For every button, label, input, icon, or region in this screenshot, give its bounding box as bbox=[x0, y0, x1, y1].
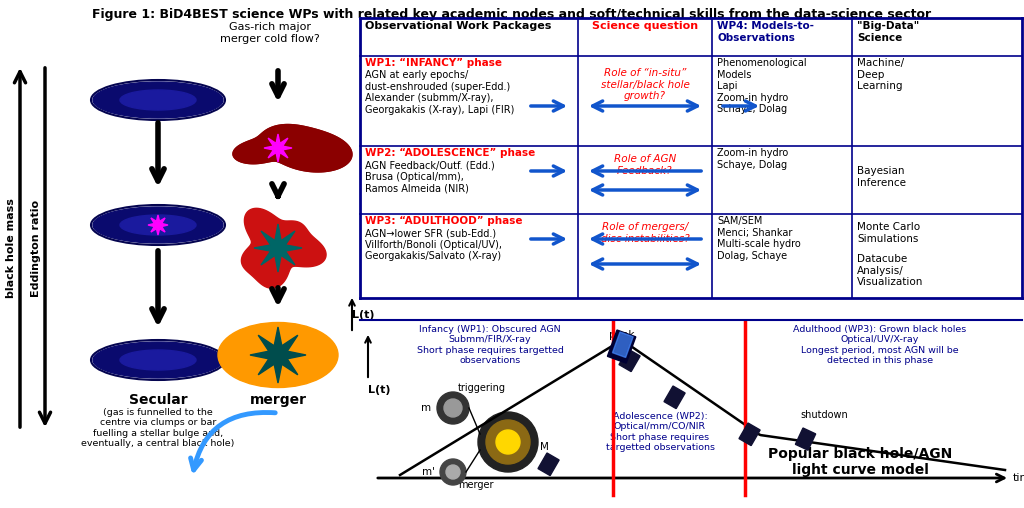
Bar bbox=[664, 386, 685, 408]
Text: Role of mergers/
disc instabilities?: Role of mergers/ disc instabilities? bbox=[601, 222, 689, 244]
Ellipse shape bbox=[120, 350, 196, 370]
Ellipse shape bbox=[93, 82, 223, 118]
Text: Secular: Secular bbox=[129, 393, 187, 407]
Polygon shape bbox=[148, 215, 168, 235]
Text: Popular black hole/AGN
light curve model: Popular black hole/AGN light curve model bbox=[768, 447, 952, 477]
Text: Science question: Science question bbox=[592, 21, 698, 31]
Circle shape bbox=[478, 412, 538, 472]
Text: Eddington ratio: Eddington ratio bbox=[31, 200, 41, 297]
Text: Role of “in-situ”
stellar/black hole
growth?: Role of “in-situ” stellar/black hole gro… bbox=[600, 68, 689, 101]
Text: Gas-rich major
merger cold flow?: Gas-rich major merger cold flow? bbox=[220, 22, 319, 44]
Text: m': m' bbox=[422, 467, 435, 477]
Polygon shape bbox=[242, 208, 326, 288]
Text: WP4: Models-to-
Observations: WP4: Models-to- Observations bbox=[717, 21, 814, 43]
Circle shape bbox=[446, 465, 460, 479]
Polygon shape bbox=[286, 141, 328, 169]
FancyBboxPatch shape bbox=[360, 320, 1022, 505]
Ellipse shape bbox=[218, 323, 338, 388]
Bar bbox=[607, 330, 636, 363]
Text: Infancy (WP1): Obscured AGN
Submm/FIR/X-ray
Short phase requires targetted
obser: Infancy (WP1): Obscured AGN Submm/FIR/X-… bbox=[417, 325, 563, 365]
Polygon shape bbox=[264, 134, 292, 162]
Text: AGN at early epochs/
dust-enshrouded (super-Edd.)
Alexander (submm/X-ray),
Georg: AGN at early epochs/ dust-enshrouded (su… bbox=[365, 70, 514, 115]
Ellipse shape bbox=[120, 90, 196, 110]
Text: L(t): L(t) bbox=[352, 310, 375, 320]
Circle shape bbox=[444, 399, 462, 417]
Text: Adulthood (WP3): Grown black holes
Optical/UV/X-ray
Longest period, most AGN wil: Adulthood (WP3): Grown black holes Optic… bbox=[794, 325, 967, 365]
Text: Monte Carlo
Simulations: Monte Carlo Simulations bbox=[857, 222, 921, 244]
Ellipse shape bbox=[93, 207, 223, 243]
Text: m: m bbox=[421, 403, 431, 413]
Text: AGN→lower SFR (sub-Edd.)
Villforth/Bonoli (Optical/UV),
Georgakakis/Salvato (X-r: AGN→lower SFR (sub-Edd.) Villforth/Bonol… bbox=[365, 228, 502, 261]
Text: Phenomenological
Models
Lapi
Zoom-in hydro
Schaye, Dolag: Phenomenological Models Lapi Zoom-in hyd… bbox=[717, 58, 807, 114]
Circle shape bbox=[486, 420, 530, 464]
Text: peak: peak bbox=[609, 330, 635, 340]
Text: "Big-Data"
Science: "Big-Data" Science bbox=[857, 21, 920, 43]
Circle shape bbox=[440, 459, 466, 485]
Polygon shape bbox=[233, 124, 352, 172]
Text: triggering: triggering bbox=[458, 383, 506, 393]
Text: Datacube
Analysis/
Visualization: Datacube Analysis/ Visualization bbox=[857, 254, 924, 287]
Text: Observational Work Packages: Observational Work Packages bbox=[365, 21, 551, 31]
Polygon shape bbox=[250, 327, 306, 383]
Polygon shape bbox=[233, 124, 352, 172]
Circle shape bbox=[496, 430, 520, 454]
Bar bbox=[538, 453, 559, 475]
Text: time: time bbox=[1013, 473, 1024, 483]
Text: Bayesian
Inference: Bayesian Inference bbox=[857, 166, 906, 187]
Text: WP1: “INFANCY” phase: WP1: “INFANCY” phase bbox=[365, 58, 502, 68]
Text: L(t): L(t) bbox=[368, 385, 390, 395]
Bar bbox=[618, 349, 640, 371]
Text: SAM/SEM
Menci; Shankar
Multi-scale hydro
Dolag, Schaye: SAM/SEM Menci; Shankar Multi-scale hydro… bbox=[717, 216, 801, 261]
Circle shape bbox=[437, 392, 469, 424]
Text: M: M bbox=[540, 442, 549, 452]
Text: (gas is funnelled to the
centre via clumps or bar
fuelling a stellar bulge and,
: (gas is funnelled to the centre via clum… bbox=[81, 408, 234, 448]
Text: Role of AGN
Feedback?: Role of AGN Feedback? bbox=[613, 154, 676, 176]
Ellipse shape bbox=[120, 215, 196, 235]
Text: Adolescence (WP2):
Optical/mm/CO/NIR
Short phase requires
targetted observations: Adolescence (WP2): Optical/mm/CO/NIR Sho… bbox=[605, 412, 715, 452]
Text: WP2: “ADOLESCENCE” phase: WP2: “ADOLESCENCE” phase bbox=[365, 148, 536, 158]
Bar bbox=[739, 423, 760, 446]
Text: WP3: “ADULTHOOD” phase: WP3: “ADULTHOOD” phase bbox=[365, 216, 522, 226]
Text: shutdown: shutdown bbox=[800, 410, 848, 420]
Text: Figure 1: BiD4BEST science WPs with related key academic nodes and soft/technica: Figure 1: BiD4BEST science WPs with rela… bbox=[92, 8, 932, 21]
Ellipse shape bbox=[93, 342, 223, 378]
Text: Machine/
Deep
Learning: Machine/ Deep Learning bbox=[857, 58, 904, 91]
Text: merger: merger bbox=[458, 480, 494, 490]
Polygon shape bbox=[254, 224, 302, 272]
Bar bbox=[612, 332, 633, 358]
Bar bbox=[796, 428, 816, 450]
Text: black hole mass: black hole mass bbox=[6, 198, 16, 298]
Text: AGN Feedback/Outf. (Edd.)
Brusa (Optical/mm),
Ramos Almeida (NIR): AGN Feedback/Outf. (Edd.) Brusa (Optical… bbox=[365, 160, 495, 193]
Text: merger: merger bbox=[250, 393, 306, 407]
Text: Zoom-in hydro
Schaye, Dolag: Zoom-in hydro Schaye, Dolag bbox=[717, 148, 788, 170]
